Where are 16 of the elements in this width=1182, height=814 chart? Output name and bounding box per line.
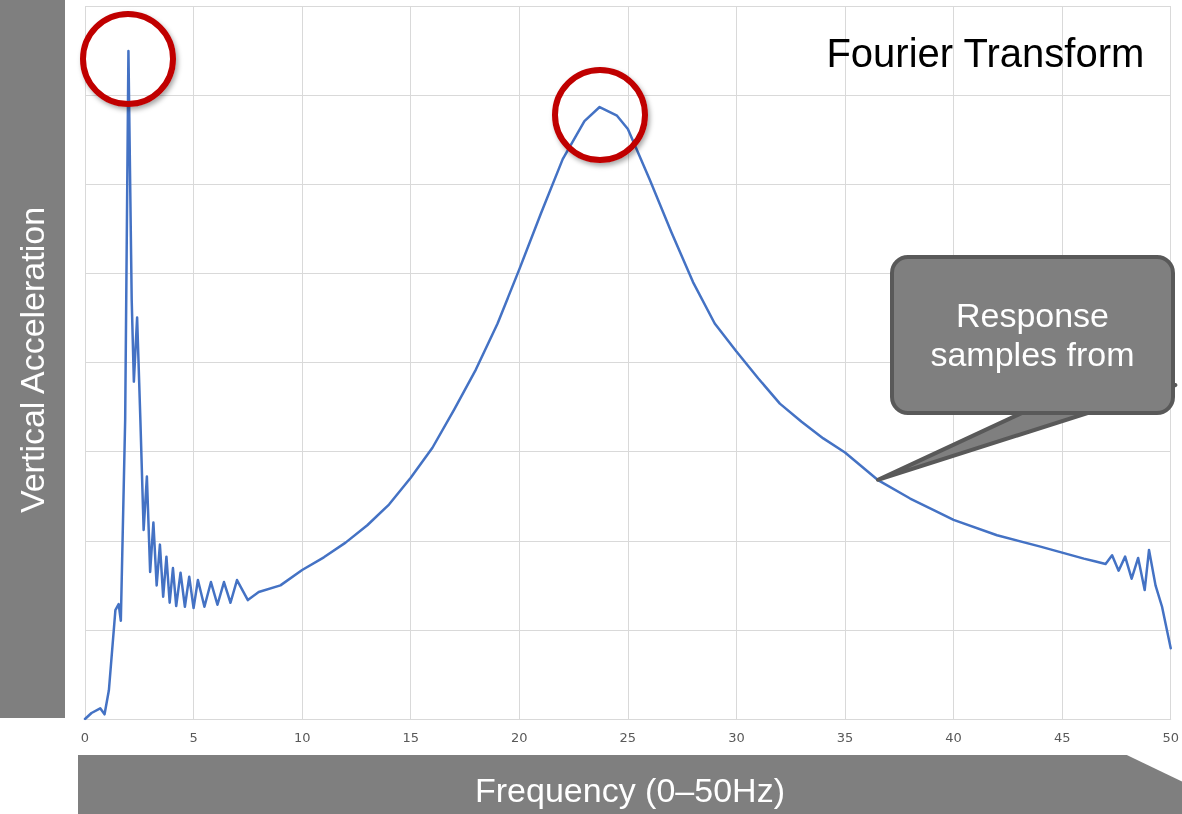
annotation: Response samples from (889, 255, 1175, 415)
y-axis-title: Vertical Acceleration (12, 206, 52, 514)
speech-callout: Response samples from (877, 255, 1175, 484)
chart-title: Fourier Transform (826, 31, 1145, 75)
x-tick-label: 35 (836, 730, 854, 745)
x-tick-label: 5 (189, 730, 198, 745)
x-tick-label: 0 (80, 730, 90, 745)
x-tick-label: 20 (511, 730, 528, 745)
x-tick-label: 15 (402, 730, 419, 745)
x-axis-title: Frequency (0–50Hz) (474, 771, 786, 810)
x-tick-label: 45 (1053, 730, 1071, 745)
x-tick-label: 50 (1162, 730, 1179, 745)
x-tick-label: 40 (945, 730, 962, 745)
x-tick-label: 30 (728, 730, 745, 745)
x-tick-label: 10 (293, 730, 311, 745)
x-tick-label: 25 (619, 730, 637, 745)
